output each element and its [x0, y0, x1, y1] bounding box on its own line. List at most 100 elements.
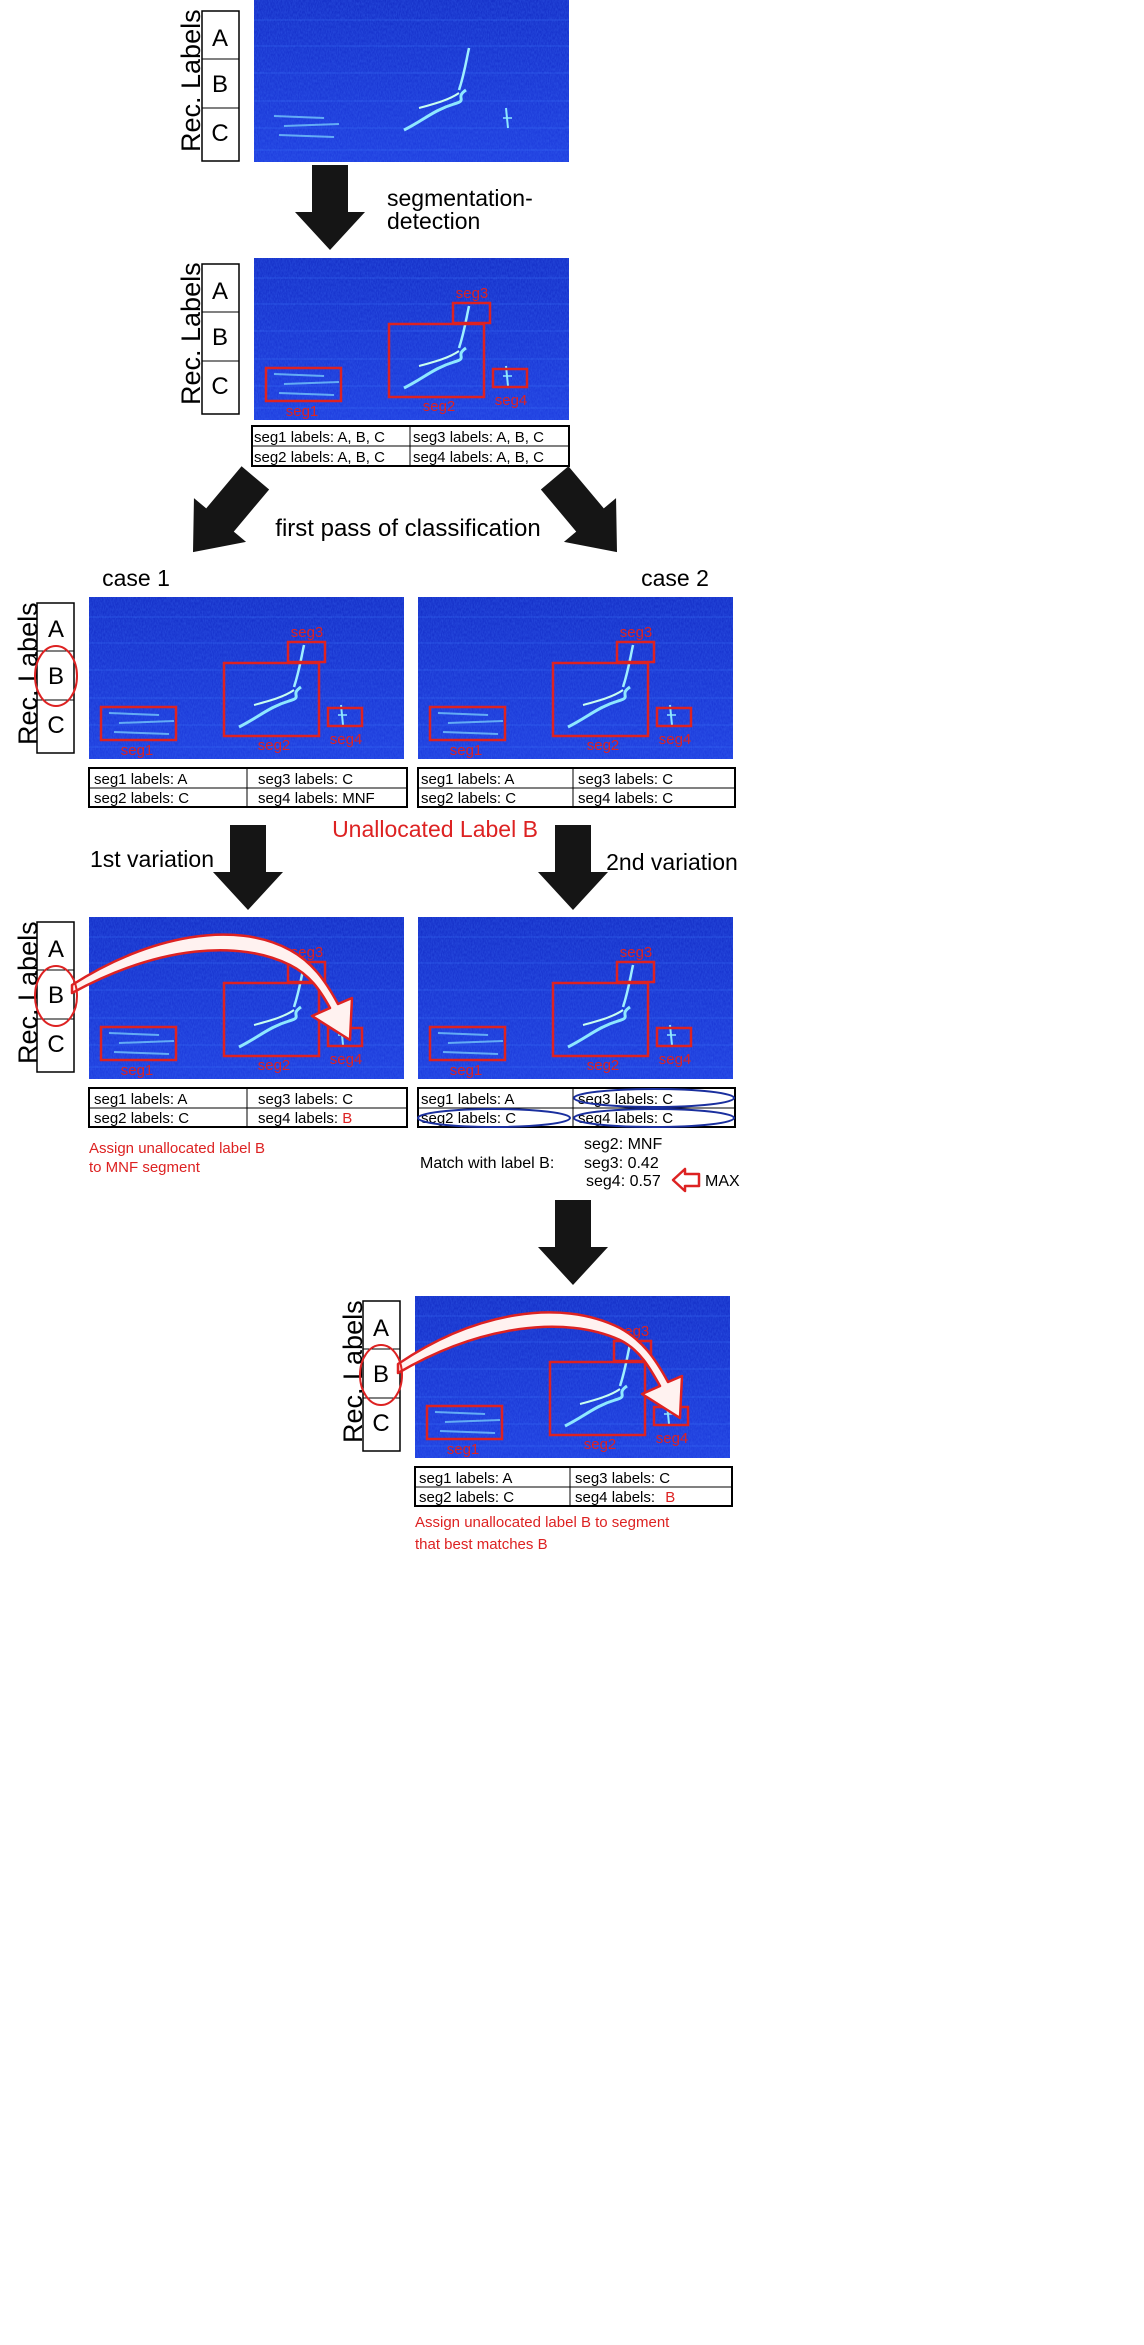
table-cell: seg2 labels: C [421, 790, 516, 807]
seg4-prefix: seg4 labels: [258, 1110, 342, 1127]
label-table-var2: seg1 labels: A seg2 labels: C seg3 label… [417, 1087, 736, 1128]
table-cell: seg3 labels: A, B, C [413, 429, 544, 446]
seg2-tag: seg2 [584, 1436, 617, 1453]
table-cell: seg4 labels: B [575, 1489, 675, 1506]
spectrogram-segmented: seg3 seg1 seg2 seg4 [254, 258, 569, 420]
seg2-tag: seg2 [258, 1057, 291, 1074]
thick-diagonal-arrow-icon [193, 466, 270, 553]
label-table-case1: seg1 labels: A seg2 labels: C seg3 label… [88, 767, 408, 808]
seg1-tag: seg1 [121, 1062, 154, 1079]
unallocated-label: Unallocated Label B [332, 816, 538, 842]
top-section: Rec. Labels A B C [176, 0, 569, 162]
seg2-tag: seg2 [423, 398, 456, 415]
label-table-case2: seg1 labels: A seg2 labels: C seg3 label… [417, 767, 736, 808]
table-cell: seg1 labels: A [94, 771, 187, 788]
table-cell: seg1 labels: A [94, 1091, 187, 1108]
variation2-label: 2nd variation [606, 849, 738, 875]
spectrogram-var2: seg3 seg1 seg2 seg4 [418, 917, 733, 1079]
table-cell: seg3 labels: C [578, 771, 673, 788]
thick-down-arrow-icon [213, 825, 283, 910]
segmentation-label-line2: detection [387, 208, 480, 234]
thick-down-arrow-icon [538, 825, 608, 910]
label-b: B [212, 324, 228, 351]
seg4-value-b: B [342, 1110, 352, 1127]
table-cell: seg4 labels: A, B, C [413, 449, 544, 466]
spectrogram-final: seg3 seg1 seg2 seg4 [415, 1296, 730, 1458]
hollow-left-arrow-icon [671, 1167, 701, 1193]
label-a: A [212, 25, 228, 52]
seg2-tag: seg2 [258, 737, 291, 754]
rec-labels-caption: Rec. Labels [176, 9, 206, 152]
assign1-line2: to MNF segment [89, 1159, 201, 1176]
rec-labels-caption: Rec. Labels [176, 262, 206, 405]
seg3-tag: seg3 [620, 944, 653, 961]
seg2-tag: seg2 [587, 737, 620, 754]
seg1-tag: seg1 [447, 1441, 480, 1458]
thick-diagonal-arrow-icon [540, 466, 617, 553]
table-cell: seg1 labels: A [421, 1091, 514, 1108]
table-cell: seg1 labels: A, B, C [254, 429, 385, 446]
spectrogram-case1: seg3 seg1 seg2 seg4 [89, 597, 404, 759]
case1-panel: Rec. Labels A B C seg3 seg1 seg2 seg4 se… [13, 597, 408, 808]
label-table-var1: seg1 labels: A seg2 labels: C seg3 label… [88, 1087, 408, 1128]
candidate-ellipse-seg4 [573, 1108, 735, 1128]
seg4-tag: seg4 [330, 731, 363, 748]
variation2-panel: seg3 seg1 seg2 seg4 seg1 labels: A seg2 … [417, 917, 740, 1193]
label-c: C [47, 712, 64, 739]
curved-white-arrow-icon [396, 1311, 684, 1420]
rec-labels-caption: Rec. Labels [13, 921, 43, 1064]
table-cell: seg1 labels: A [419, 1470, 512, 1487]
max-label: MAX [705, 1173, 740, 1190]
assign2-line1: Assign unallocated label B to segment [415, 1514, 670, 1531]
table-cell: seg2 labels: C [421, 1110, 516, 1127]
label-a: A [48, 936, 64, 963]
seg2-tag: seg2 [587, 1057, 620, 1074]
final-panel: Rec. Labels A B C seg3 seg1 seg2 seg4 se… [338, 1296, 733, 1553]
assign1-line1: Assign unallocated label B [89, 1140, 265, 1157]
variation1-panel: Rec. Labels A B C seg3 seg1 seg2 seg4 se… [13, 917, 408, 1176]
seg1-tag: seg1 [286, 403, 319, 420]
match-seg2: seg2: MNF [584, 1136, 662, 1153]
thick-down-arrow-icon [538, 1200, 608, 1285]
seg4-tag: seg4 [659, 1051, 692, 1068]
segmentation-label-line1: segmentation- [387, 185, 533, 211]
table-cell: seg4 labels: C [578, 1110, 673, 1127]
table-cell: seg4 labels: MNF [258, 790, 375, 807]
label-c: C [47, 1031, 64, 1058]
label-c: C [372, 1410, 389, 1437]
label-c: C [211, 120, 228, 147]
table-cell: seg3 labels: C [258, 1091, 353, 1108]
table-cell: seg3 labels: C [578, 1091, 673, 1108]
case2-panel: seg3 seg1 seg2 seg4 seg1 labels: A seg2 … [417, 597, 736, 808]
seg4-value-b: B [665, 1489, 675, 1506]
seg1-tag: seg1 [121, 742, 154, 759]
table-cell: seg2 labels: A, B, C [254, 449, 385, 466]
match-label: Match with label B: [420, 1155, 554, 1172]
case1-label: case 1 [102, 565, 170, 591]
curved-white-arrow-icon [70, 933, 354, 1042]
seg1-tag: seg1 [450, 742, 483, 759]
seg1-tag: seg1 [450, 1062, 483, 1079]
seg3-tag: seg3 [620, 624, 653, 641]
seg4-tag: seg4 [656, 1430, 689, 1447]
rec-labels-caption: Rec. Labels [338, 1300, 368, 1443]
label-b-highlight-circle [359, 1344, 403, 1406]
assign2-line2: that best matches B [415, 1536, 548, 1553]
table-cell: seg4 labels: C [578, 790, 673, 807]
first-pass-label: first pass of classification [275, 515, 540, 542]
label-b: B [212, 71, 228, 98]
table-cell: seg4 labels: B [258, 1110, 352, 1127]
label-a: A [373, 1315, 389, 1342]
table-cell: seg3 labels: C [258, 771, 353, 788]
seg3-tag: seg3 [456, 285, 489, 302]
label-table-initial: seg1 labels: A, B, C seg2 labels: A, B, … [251, 425, 570, 467]
label-a: A [212, 278, 228, 305]
variation1-label: 1st variation [90, 846, 214, 872]
spectrogram-case2: seg3 seg1 seg2 seg4 [418, 597, 733, 759]
table-cell: seg3 labels: C [575, 1470, 670, 1487]
match-seg3: seg3: 0.42 [584, 1155, 659, 1172]
seg4-prefix: seg4 labels: [575, 1489, 659, 1506]
match-seg4: seg4: 0.57 [586, 1173, 661, 1190]
seg4-tag: seg4 [659, 731, 692, 748]
